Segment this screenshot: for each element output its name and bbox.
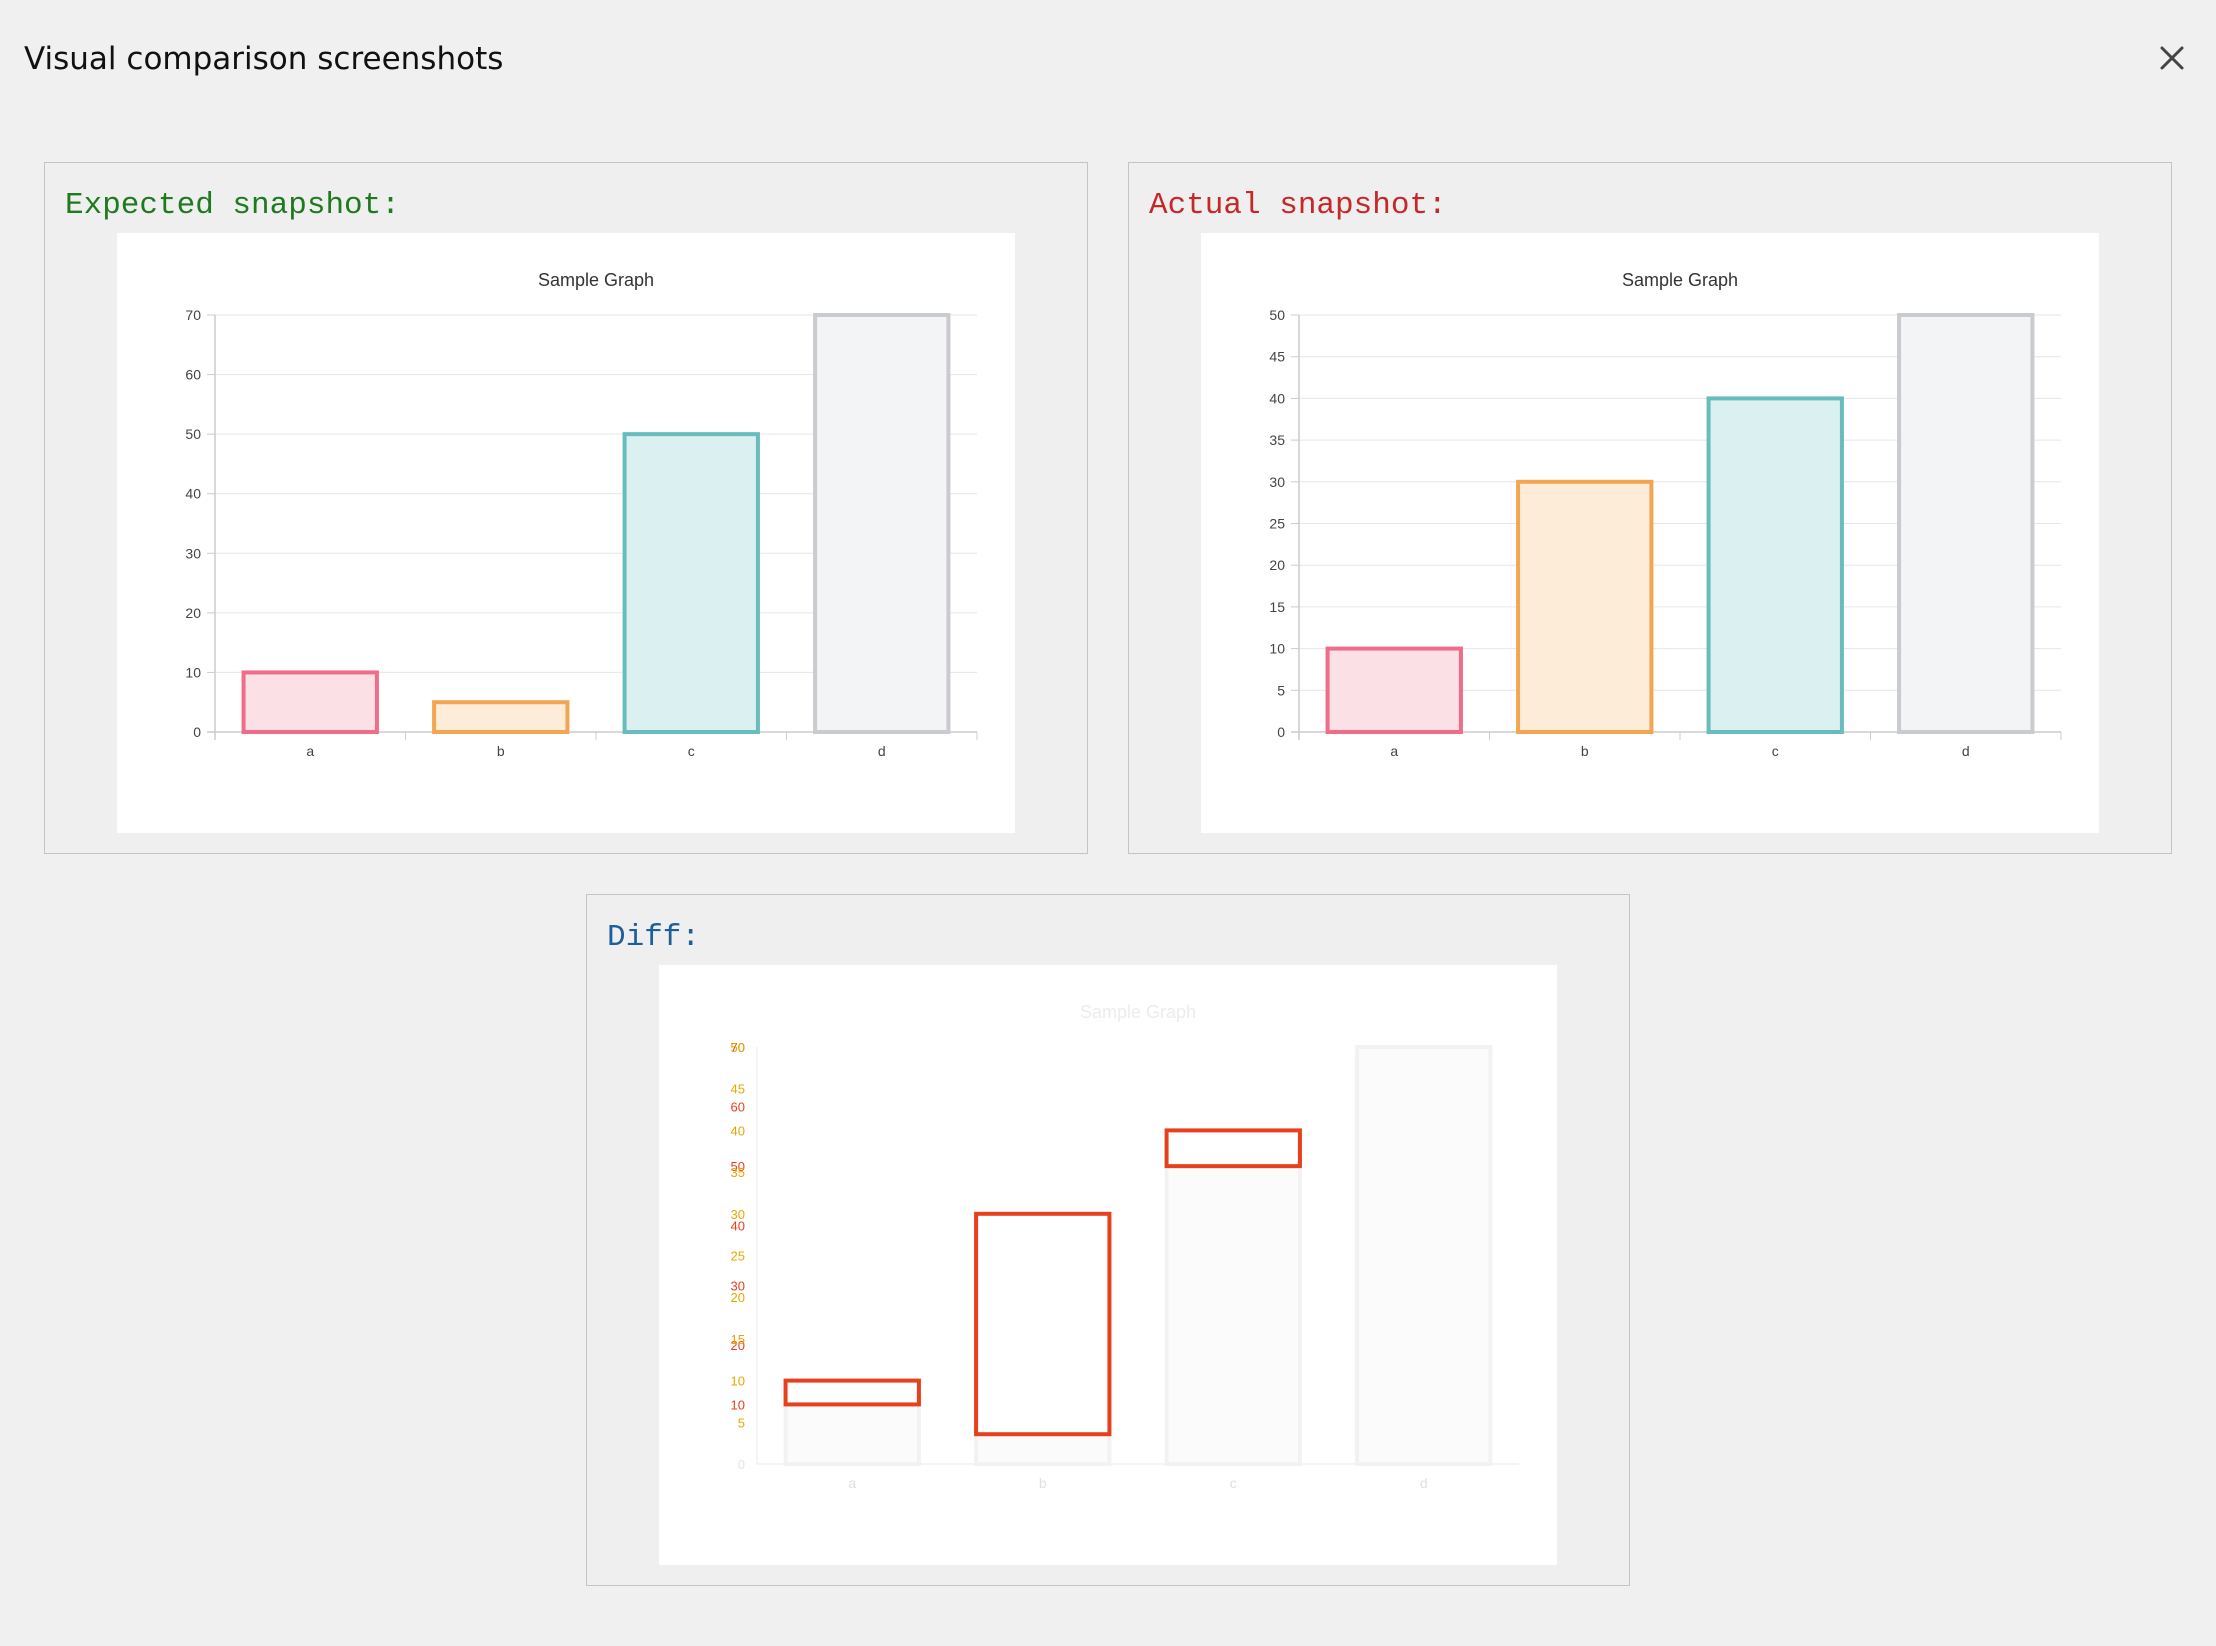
x-tick-label: d: [878, 743, 886, 759]
diff-snapshot: Sample Graph 10 20 30 40 50 60 70 5 10 15 20 25 30 35 4…: [659, 965, 1557, 1565]
close-button[interactable]: [2150, 36, 2194, 80]
diff-tick-artifact: 35: [731, 1165, 745, 1180]
diff-tick-artifact: 10: [731, 1374, 745, 1389]
y-tick-label: 45: [1269, 349, 1285, 365]
y-tick-label: 10: [185, 664, 201, 680]
bar-a: [241, 670, 379, 734]
bar-d: [813, 313, 951, 734]
expected-snapshot: Sample Graph 0 10 20 30 40 50 60 70 a b c d: [117, 233, 1015, 833]
diff-x-label: b: [1039, 1475, 1047, 1491]
actual-chart: Sample Graph 0 5 10 15 20 25 30 35 40 45 50 a b c d: [1269, 270, 2062, 759]
y-tick-label: 5: [1277, 682, 1285, 698]
y-tick-label: 20: [1269, 557, 1285, 573]
x-tick-label: c: [688, 743, 695, 759]
diff-tick-artifact: 40: [731, 1123, 745, 1138]
x-tick-label: d: [1962, 743, 1970, 759]
diff-tick-artifact: 20: [731, 1290, 745, 1305]
bar-b: [1516, 479, 1654, 734]
x-tick-label: b: [497, 743, 505, 759]
diff-tick-artifact: 20: [731, 1338, 745, 1353]
chart-title: Sample Graph: [538, 270, 654, 290]
diff-highlight-a: [783, 1378, 921, 1407]
diff-tick-artifact: 10: [731, 1397, 745, 1412]
diff-tick-artifact: 45: [731, 1082, 745, 1097]
y-tick-label: 20: [185, 605, 201, 621]
y-tick-label: 50: [1269, 307, 1285, 323]
close-icon: [2160, 46, 2184, 70]
diff-bar-base-c: [1164, 1164, 1302, 1466]
diff-highlight-b: [974, 1211, 1112, 1437]
diff-bar-base-b: [974, 1432, 1112, 1467]
y-tick-label: 70: [185, 307, 201, 323]
y-tick-label: 40: [185, 486, 201, 502]
bar-c: [1706, 396, 1844, 734]
diff-heading: Diff:: [607, 920, 701, 955]
diff-tick-artifact: 50: [731, 1159, 745, 1174]
y-tick-label: 15: [1269, 599, 1285, 615]
actual-snapshot: Sample Graph 0 5 10 15 20 25 30 35 40 45 50 a b c d: [1201, 233, 2099, 833]
dialog-title: Visual comparison screenshots: [24, 41, 504, 77]
expected-heading: Expected snapshot:: [65, 188, 400, 223]
diff-tick-artifact: 15: [731, 1332, 745, 1347]
diff-bar-base-d: [1355, 1045, 1493, 1466]
x-tick-label: a: [1390, 743, 1398, 759]
diff-chart-title: Sample Graph: [1080, 1002, 1196, 1022]
y-tick-label: 40: [1269, 390, 1285, 406]
expected-chart: Sample Graph 0 10 20 30 40 50 60 70 a b c d: [185, 270, 978, 759]
y-tick-label: 0: [193, 724, 201, 740]
diff-x-label: c: [1230, 1475, 1237, 1491]
diff-tick-artifact: 50: [731, 1040, 745, 1055]
actual-heading: Actual snapshot:: [1149, 188, 1447, 223]
diff-x-label: a: [848, 1475, 856, 1491]
diff-x-label: d: [1420, 1475, 1428, 1491]
diff-highlight-c: [1164, 1128, 1302, 1169]
expected-panel: Expected snapshot: Sample Graph 0 10 20 30 40…: [44, 162, 1088, 854]
diff-tick-artifact: 30: [731, 1207, 745, 1222]
diff-tick-artifact: 40: [731, 1219, 745, 1234]
y-tick-label: 30: [185, 545, 201, 561]
y-tick-label: 0: [1277, 724, 1285, 740]
actual-panel: Actual snapshot: Sample Graph 0 5 10 15 20 25 3…: [1128, 162, 2172, 854]
y-tick-label: 35: [1269, 432, 1285, 448]
diff-panel: Diff: Sample Graph 10 20 30 40 50 60 70 5 10 15 20 2…: [586, 894, 1630, 1586]
bar-d: [1897, 313, 2035, 734]
diff-bar-base-a: [783, 1402, 921, 1466]
bar-b: [432, 700, 570, 735]
diff-tick-artifact: 5: [738, 1415, 745, 1430]
chart-title: Sample Graph: [1622, 270, 1738, 290]
bar-a: [1325, 646, 1463, 735]
diff-tick-artifact: 30: [731, 1278, 745, 1293]
diff-tick-artifact: 60: [731, 1100, 745, 1115]
bar-c: [622, 432, 760, 734]
y-tick-label: 50: [185, 426, 201, 442]
diff-chart: Sample Graph1020304050607051015202530354…: [731, 1002, 1519, 1491]
y-tick-label: 60: [185, 367, 201, 383]
diff-tick-artifact: 25: [731, 1249, 745, 1264]
y-tick-label: 10: [1269, 641, 1285, 657]
x-tick-label: c: [1772, 743, 1779, 759]
x-tick-label: b: [1581, 743, 1589, 759]
diff-tick-zero: 0: [738, 1457, 745, 1472]
y-tick-label: 30: [1269, 474, 1285, 490]
y-tick-label: 25: [1269, 516, 1285, 532]
diff-tick-artifact: 70: [731, 1040, 745, 1055]
x-tick-label: a: [306, 743, 314, 759]
